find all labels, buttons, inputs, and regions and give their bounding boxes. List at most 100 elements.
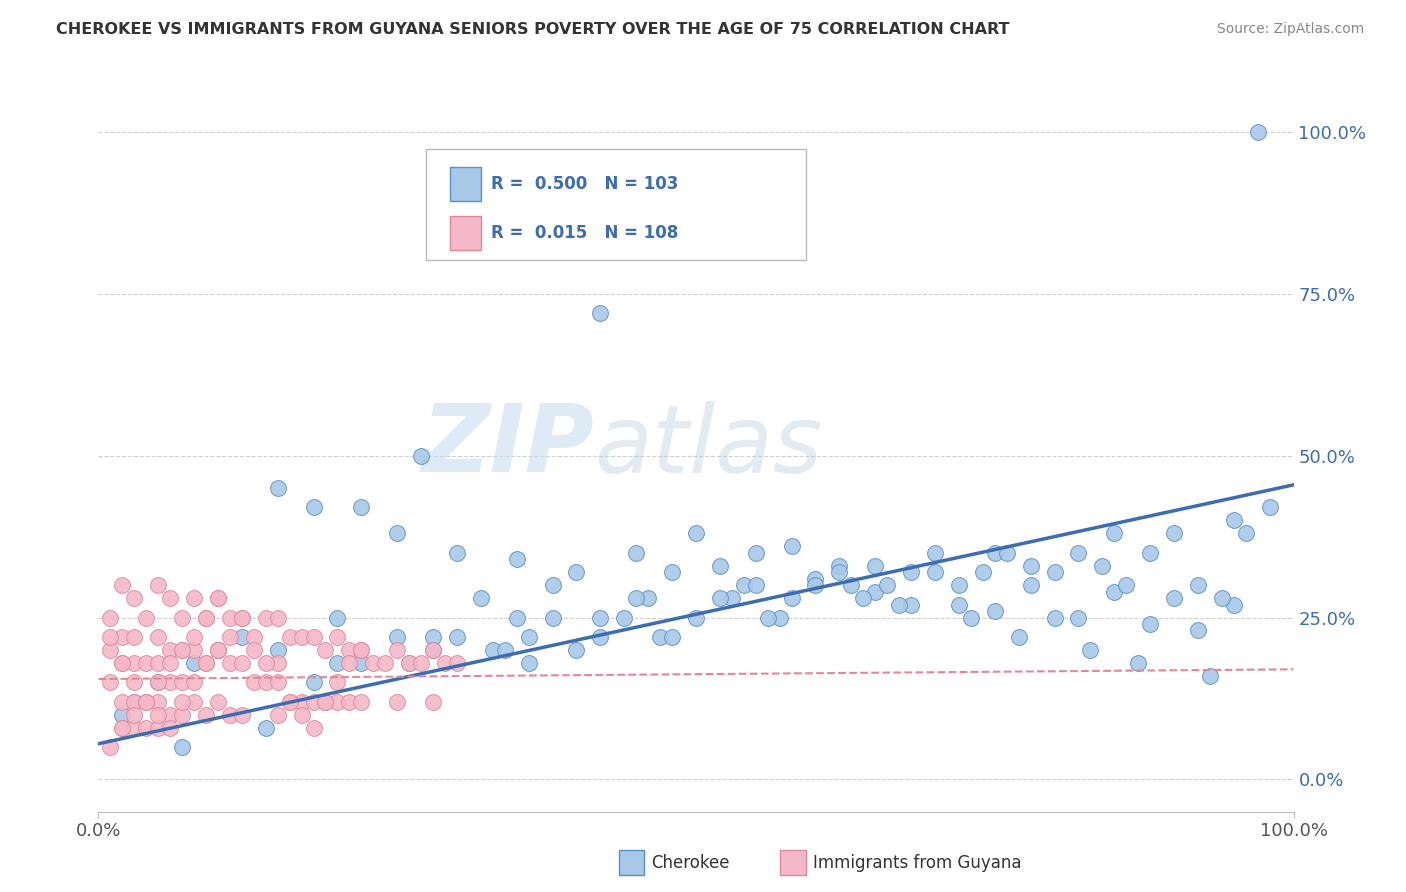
- Point: [326, 695, 349, 709]
- Point: [278, 695, 301, 709]
- Point: [972, 566, 994, 580]
- Point: [780, 539, 803, 553]
- Point: [219, 707, 242, 722]
- Point: [626, 591, 648, 606]
- Point: [1163, 526, 1185, 541]
- Point: [422, 630, 444, 644]
- Point: [350, 656, 373, 670]
- Point: [589, 630, 612, 644]
- Point: [111, 656, 134, 670]
- Point: [374, 656, 396, 670]
- Point: [506, 610, 529, 624]
- Point: [494, 643, 516, 657]
- Point: [124, 695, 146, 709]
- Point: [302, 630, 325, 644]
- Point: [291, 707, 314, 722]
- Point: [148, 630, 170, 644]
- Point: [231, 610, 253, 624]
- Point: [733, 578, 755, 592]
- Point: [1139, 617, 1161, 632]
- Point: [900, 598, 922, 612]
- Point: [148, 578, 170, 592]
- Point: [183, 656, 205, 670]
- Point: [661, 630, 683, 644]
- Point: [172, 610, 194, 624]
- Point: [446, 630, 468, 644]
- Point: [339, 643, 360, 657]
- Point: [685, 610, 707, 624]
- Point: [98, 675, 122, 690]
- Point: [148, 721, 170, 735]
- Point: [183, 695, 205, 709]
- Point: [1067, 546, 1090, 560]
- Point: [159, 591, 181, 606]
- Point: [900, 566, 922, 580]
- Point: [135, 721, 157, 735]
- Point: [315, 643, 337, 657]
- Point: [243, 630, 266, 644]
- Point: [1139, 546, 1161, 560]
- Point: [315, 695, 337, 709]
- Text: R =  0.500   N = 103: R = 0.500 N = 103: [491, 175, 678, 193]
- Point: [172, 739, 194, 754]
- Point: [124, 656, 146, 670]
- Point: [172, 643, 194, 657]
- Point: [291, 695, 314, 709]
- Point: [302, 721, 325, 735]
- Point: [124, 707, 146, 722]
- Point: [433, 656, 456, 670]
- Point: [207, 643, 229, 657]
- Point: [984, 546, 1007, 560]
- Point: [889, 598, 911, 612]
- Point: [804, 578, 827, 592]
- Point: [446, 546, 468, 560]
- Point: [1211, 591, 1233, 606]
- Point: [98, 739, 122, 754]
- Point: [422, 695, 444, 709]
- Point: [517, 630, 540, 644]
- Point: [231, 630, 253, 644]
- Point: [183, 643, 205, 657]
- Point: [1019, 558, 1042, 573]
- Point: [804, 572, 827, 586]
- Text: Source: ZipAtlas.com: Source: ZipAtlas.com: [1216, 22, 1364, 37]
- Point: [481, 643, 505, 657]
- Point: [326, 630, 349, 644]
- Point: [124, 675, 146, 690]
- Point: [135, 695, 157, 709]
- Point: [172, 695, 194, 709]
- Point: [841, 578, 863, 592]
- Point: [135, 695, 157, 709]
- Point: [863, 584, 887, 599]
- Point: [1222, 513, 1246, 527]
- Point: [267, 481, 290, 495]
- Point: [398, 656, 420, 670]
- Point: [194, 656, 218, 670]
- Text: CHEROKEE VS IMMIGRANTS FROM GUYANA SENIORS POVERTY OVER THE AGE OF 75 CORRELATIO: CHEROKEE VS IMMIGRANTS FROM GUYANA SENIO…: [56, 22, 1010, 37]
- Text: Immigrants from Guyana: Immigrants from Guyana: [813, 854, 1021, 871]
- Point: [267, 656, 290, 670]
- Point: [207, 643, 229, 657]
- Point: [924, 566, 946, 580]
- Point: [959, 610, 981, 624]
- Point: [111, 707, 134, 722]
- Point: [148, 675, 170, 690]
- Point: [422, 643, 444, 657]
- Point: [363, 656, 385, 670]
- Point: [254, 610, 277, 624]
- Point: [1091, 558, 1114, 573]
- Point: [111, 630, 134, 644]
- Point: [98, 643, 122, 657]
- Point: [326, 656, 349, 670]
- Point: [124, 695, 146, 709]
- Point: [207, 591, 229, 606]
- Point: [231, 707, 253, 722]
- Point: [267, 643, 290, 657]
- Text: atlas: atlas: [595, 401, 823, 491]
- Point: [1163, 591, 1185, 606]
- Point: [1187, 624, 1209, 638]
- Point: [183, 591, 205, 606]
- Point: [339, 695, 360, 709]
- Point: [948, 598, 970, 612]
- Point: [254, 675, 277, 690]
